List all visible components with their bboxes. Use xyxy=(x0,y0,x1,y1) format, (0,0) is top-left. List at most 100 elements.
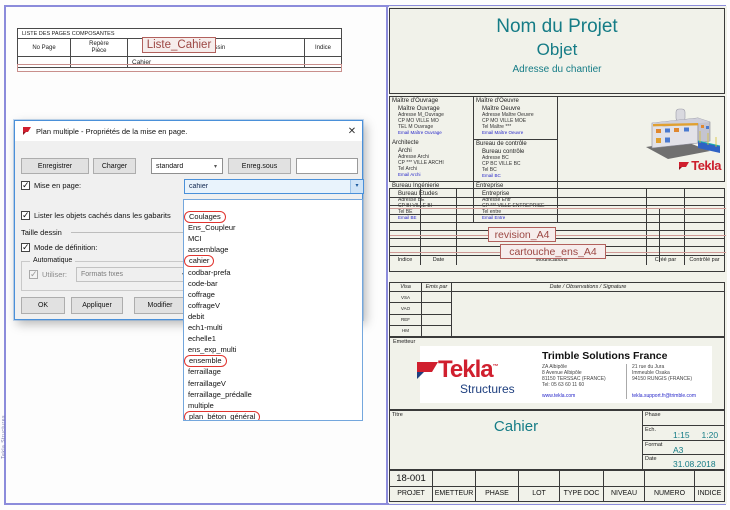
dialog-title-bar[interactable]: Plan multiple - Propriétés de la mise en… xyxy=(15,121,362,141)
date-row: Date 31.08.2018 xyxy=(643,454,724,469)
rev-col-controle-par: Contrôlé par xyxy=(684,255,724,265)
pages-list-row: Cahier xyxy=(18,57,341,67)
footer-block: 18-001 PROJET EMETTEUR PHASE LOT TYPE DO… xyxy=(389,470,725,502)
echelle-row: Ech. 1:15 1:20 xyxy=(643,424,724,440)
chevron-down-icon: ▾ xyxy=(350,180,363,193)
title-block: Titre Cahier Phase Ech. 1:15 1:20 Format … xyxy=(389,410,725,470)
col-header-repere-piece: Repère Pièce xyxy=(70,39,127,56)
pages-list-header-row: No Page Repère Pièce Dessin Indice xyxy=(18,39,341,57)
list-item[interactable]: MCI xyxy=(188,234,202,244)
stakeholders-block: Maître d'Ouvrage Maître Ouvrage Adresse … xyxy=(389,96,725,223)
list-item[interactable]: ferraillageV xyxy=(188,378,226,388)
annotation-empty-row-box xyxy=(17,64,342,72)
visa-observations-cell xyxy=(451,292,724,336)
list-item[interactable]: multiple xyxy=(188,400,214,410)
utiliser-label: Utiliser: xyxy=(42,270,68,279)
footer-values-row: 18-001 xyxy=(390,471,724,486)
mise-en-page-dropdown-list: Coulages Ens_Coupleur MCI assemblage cah… xyxy=(183,199,363,421)
list-item[interactable]: ens_exp_multi xyxy=(188,345,237,355)
ok-button[interactable]: OK xyxy=(21,297,65,314)
list-item[interactable]: ferraillage_prédalle xyxy=(188,389,252,399)
address-left: ZA Albipôle 8 Avenue Albipôle 81150 TERS… xyxy=(542,364,626,399)
tekla-logo-small: Tekla xyxy=(678,158,721,173)
format-row: Format A3 xyxy=(643,439,724,455)
rev-col-indice: Indice xyxy=(397,257,413,263)
email-link: Email BC xyxy=(482,173,501,178)
list-item[interactable]: ech1-multi xyxy=(188,323,223,333)
site-address: Adresse du chantier xyxy=(512,64,602,75)
annotation-liste-cahier: Liste_Cahier xyxy=(142,37,216,53)
party-cell-bureau-controle: Bureau de contrôle Bureau contrôle Adres… xyxy=(474,139,558,181)
col-header-no-page: No Page xyxy=(32,44,56,51)
formats-fixes-combo[interactable]: Formats fixes ▾ xyxy=(76,267,191,282)
charger-button[interactable]: Charger xyxy=(93,158,136,174)
mise-en-page-label: Mise en page: xyxy=(34,181,82,190)
model-thumbnail: Tekla xyxy=(640,97,724,181)
party-cell-maitre-oeuvre: Maître d'Oeuvre Maître Oeuvre Adresse Ma… xyxy=(474,97,558,139)
rev-col-date: Date xyxy=(420,255,456,265)
chevron-down-icon: ▾ xyxy=(213,163,217,170)
lister-objets-checkbox[interactable]: ✓ xyxy=(21,210,30,220)
visa-emis-column xyxy=(421,292,451,336)
list-item-cahier[interactable]: cahier xyxy=(184,255,362,268)
red-circle-annotation: ensemble xyxy=(184,355,227,368)
visa-block: Visa Emis par Date / Observations / Sign… xyxy=(389,282,725,337)
save-as-input[interactable] xyxy=(296,158,358,174)
list-item[interactable]: debit xyxy=(188,311,205,321)
enregistrer-button[interactable]: Enregistrer xyxy=(21,158,89,174)
utiliser-checkbox[interactable]: ✓ xyxy=(29,269,38,279)
enreg-sous-button[interactable]: Enreg.sous xyxy=(228,158,291,174)
automatique-label: Automatique xyxy=(30,257,76,264)
mode-definition-label: Mode de définition: xyxy=(34,243,98,252)
red-circle-annotation: plan_béton_général xyxy=(184,410,261,420)
red-annotation-line xyxy=(390,208,726,209)
support-email-link: tekla.support.fr@trimble.com xyxy=(632,393,696,399)
list-item[interactable]: echelle1 xyxy=(188,334,216,344)
visa-col-observations: Date / Observations / Signature xyxy=(451,283,724,291)
rev-col-cree-par: Créé par xyxy=(646,255,684,265)
list-item-plan-beton-general[interactable]: plan_béton_général xyxy=(184,410,362,420)
dialog-title: Plan multiple - Propriétés de la mise en… xyxy=(36,126,188,136)
address-right: 21 rue du Jura Immeuble Osaka 94150 RUNG… xyxy=(626,364,710,399)
sheet-header-block: Nom du Projet Objet Adresse du chantier xyxy=(389,8,725,94)
mise-en-page-combo[interactable]: cahier ▾ xyxy=(184,179,364,194)
party-cell-maitre-ouvrage: Maître d'Ouvrage Maître Ouvrage Adresse … xyxy=(390,97,474,139)
revision-block: Indice Date Modifications Créé par Contr… xyxy=(389,188,726,272)
project-name: Nom du Projet xyxy=(496,16,618,37)
mise-en-page-checkbox[interactable]: ✓ xyxy=(21,180,30,190)
taille-dessin-label: Taille dessin xyxy=(21,228,62,237)
close-icon[interactable]: ✕ xyxy=(347,125,357,137)
drawing-number: 18-001 xyxy=(396,472,426,484)
annotation-cartouche-ens-a4: cartouche_ens_A4 xyxy=(500,244,606,259)
revision-extra-line xyxy=(659,209,660,262)
appliquer-button[interactable]: Appliquer xyxy=(71,297,123,314)
tekla-website-link: www.tekla.com xyxy=(542,393,576,399)
mode-definition-checkbox[interactable]: ✓ xyxy=(21,242,30,252)
list-item-coulages[interactable]: Coulages xyxy=(184,211,362,224)
visa-header-row: Visa Emis par Date / Observations / Sign… xyxy=(390,283,724,292)
list-item-ensemble[interactable]: ensemble xyxy=(184,355,362,368)
pages-list-table: LISTE DES PAGES COMPOSANTES No Page Repè… xyxy=(17,28,342,68)
list-item[interactable]: Ens_Coupleur xyxy=(188,223,236,233)
email-link: Email Archi xyxy=(398,172,421,177)
list-item[interactable]: ferraillage xyxy=(188,367,221,377)
modifier-button[interactable]: Modifier xyxy=(134,297,186,314)
preset-combo[interactable]: standard ▾ xyxy=(151,158,223,174)
tekla-flag-icon xyxy=(678,158,690,173)
email-link: Email Maître Oeuvre xyxy=(482,130,524,135)
party-cell-architecte: Architecte Archi Adresse Archi CP *** VI… xyxy=(390,139,474,181)
titre-label: Titre xyxy=(392,412,403,418)
drawing-sheet: Nom du Projet Objet Adresse du chantier … xyxy=(389,6,727,504)
red-circle-annotation: Coulages xyxy=(184,211,226,224)
company-name: Trimble Solutions France xyxy=(542,350,668,362)
visa-col-emis-par: Emis par xyxy=(421,283,451,291)
list-item[interactable]: code-bar xyxy=(188,278,218,288)
list-item[interactable]: assemblage xyxy=(188,245,229,255)
tekla-flag-icon xyxy=(417,362,438,379)
list-item[interactable] xyxy=(184,200,362,211)
red-circle-annotation: cahier xyxy=(184,255,215,268)
list-item[interactable]: coffrageV xyxy=(188,300,220,310)
drawing-frame-divider xyxy=(386,5,388,505)
list-item[interactable]: codbar-prefa xyxy=(188,267,231,277)
list-item[interactable]: coffrage xyxy=(188,289,215,299)
